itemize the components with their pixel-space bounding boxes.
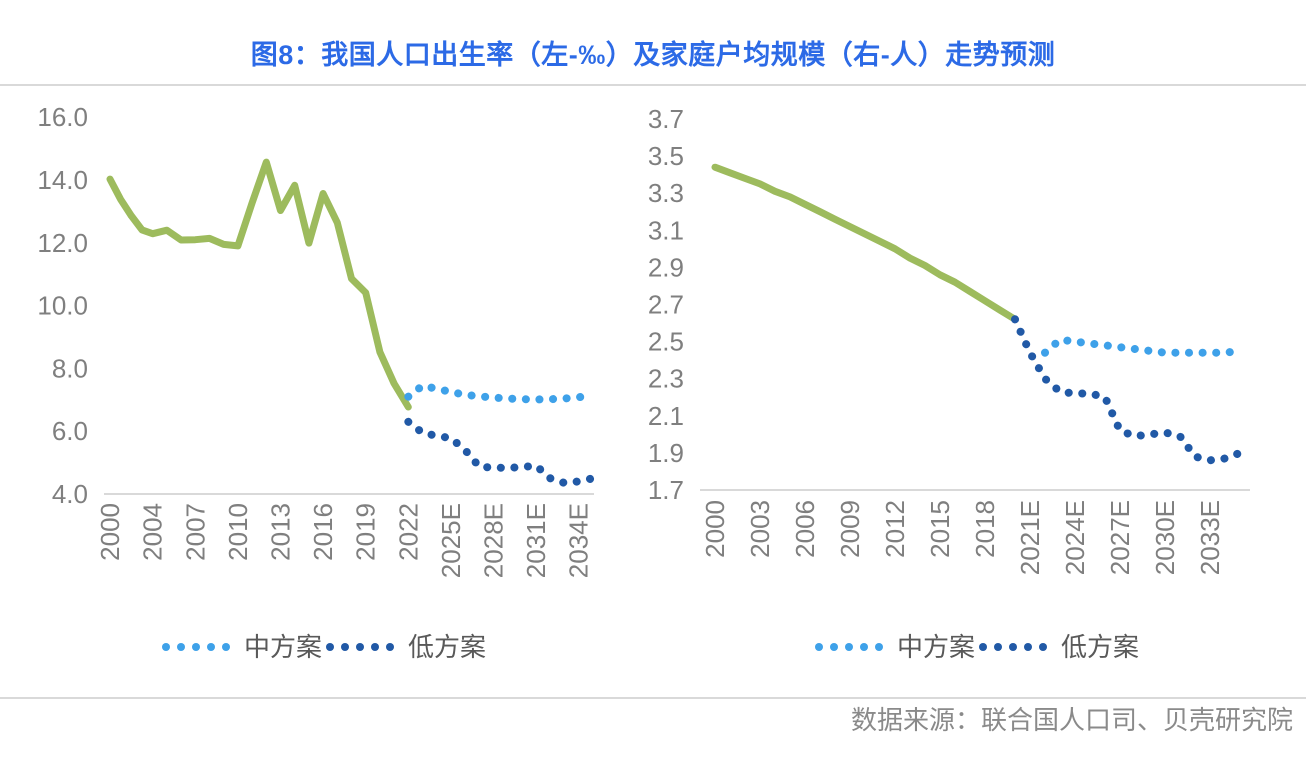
svg-text:8.0: 8.0 (52, 353, 88, 383)
svg-text:4.0: 4.0 (52, 479, 88, 509)
medium-scenario-dots-icon (161, 643, 230, 651)
medium-scenario-legend-label: 中方案 (896, 632, 975, 662)
svg-text:1.7: 1.7 (648, 475, 684, 505)
top-divider (0, 84, 1306, 86)
svg-text:10.0: 10.0 (37, 291, 88, 321)
svg-text:2025E: 2025E (436, 503, 466, 578)
svg-text:1.9: 1.9 (648, 438, 684, 468)
svg-text:2000: 2000 (700, 500, 730, 558)
figure-title: 图8：我国人口出生率（左-‰）及家庭户均规模（右-人）走势预测 (250, 40, 1056, 70)
legend-row: 中方案 低方案 中方案 低方案 (0, 624, 1306, 670)
svg-text:2013: 2013 (266, 503, 296, 561)
svg-text:2.5: 2.5 (648, 327, 684, 357)
birth-rate-chart-legend: 中方案 低方案 (0, 624, 648, 670)
svg-text:2033E: 2033E (1195, 500, 1225, 575)
svg-text:2030E: 2030E (1150, 500, 1180, 575)
svg-text:2021E: 2021E (1015, 500, 1045, 575)
svg-text:3.1: 3.1 (648, 215, 684, 245)
svg-text:2006: 2006 (790, 500, 820, 558)
low-scenario-dots-icon (326, 643, 394, 651)
svg-text:2022: 2022 (393, 503, 423, 561)
svg-text:2.1: 2.1 (648, 401, 684, 431)
svg-text:2000: 2000 (95, 503, 125, 561)
medium-scenario-legend-label: 中方案 (243, 632, 322, 662)
svg-text:2028E: 2028E (479, 503, 509, 578)
svg-text:3.7: 3.7 (648, 104, 684, 134)
svg-text:2009: 2009 (835, 500, 865, 558)
data-source-note: 数据来源：联合国人口司、贝壳研究院 (850, 705, 1293, 735)
svg-text:3.5: 3.5 (648, 141, 684, 171)
svg-text:2010: 2010 (223, 503, 253, 561)
svg-text:2019: 2019 (351, 503, 381, 561)
svg-text:2007: 2007 (180, 503, 210, 561)
svg-text:2016: 2016 (308, 503, 338, 561)
svg-text:2012: 2012 (880, 500, 910, 558)
household-size-chart: 3.7 3.5 3.3 3.1 2.9 2.7 2.5 2.3 2.1 1.9 1.7 2000 200… (648, 104, 1250, 575)
low-scenario-dots-icon (979, 643, 1047, 651)
svg-text:2018: 2018 (970, 500, 1000, 558)
svg-text:2.7: 2.7 (648, 290, 684, 320)
bottom-divider (0, 697, 1306, 699)
svg-text:2031E: 2031E (521, 503, 551, 578)
svg-text:16.0: 16.0 (37, 102, 88, 132)
svg-text:6.0: 6.0 (52, 416, 88, 446)
svg-text:2034E: 2034E (564, 503, 594, 578)
svg-text:2015: 2015 (925, 500, 955, 558)
svg-text:2027E: 2027E (1105, 500, 1135, 575)
household-size-chart-legend: 中方案 低方案 (648, 624, 1306, 670)
svg-text:2004: 2004 (138, 503, 168, 561)
svg-text:3.3: 3.3 (648, 178, 684, 208)
medium-scenario-dots-icon (814, 643, 883, 651)
svg-text:2003: 2003 (745, 500, 775, 558)
low-scenario-legend-label: 低方案 (1061, 632, 1140, 662)
svg-text:14.0: 14.0 (37, 165, 88, 195)
low-scenario-legend-label: 低方案 (408, 632, 487, 662)
svg-text:2024E: 2024E (1060, 500, 1090, 575)
svg-text:12.0: 12.0 (37, 228, 88, 258)
svg-text:2.9: 2.9 (648, 252, 684, 282)
svg-text:2.3: 2.3 (648, 364, 684, 394)
